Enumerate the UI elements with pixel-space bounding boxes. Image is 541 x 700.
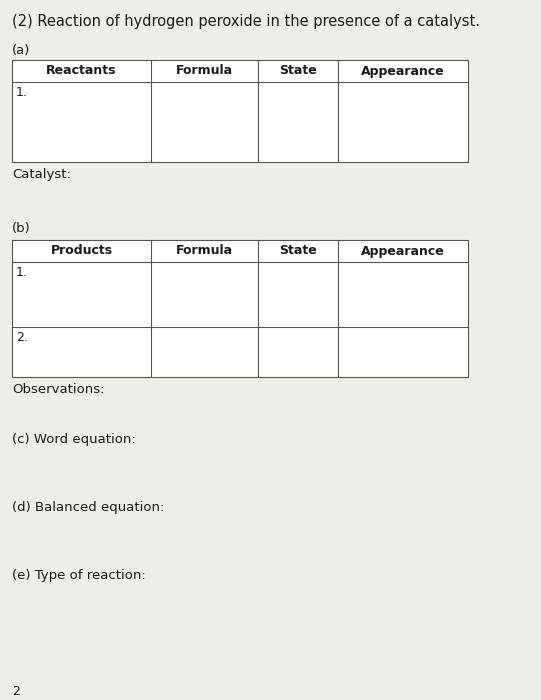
Text: (a): (a) (12, 44, 30, 57)
Bar (12, 60, 468, 162)
Text: 2: 2 (12, 685, 20, 698)
Text: (e) Type of reaction:: (e) Type of reaction: (12, 569, 146, 582)
Text: Observations:: Observations: (12, 383, 104, 396)
Text: 2.: 2. (16, 331, 28, 344)
Text: (2) Reaction of hydrogen peroxide in the presence of a catalyst.: (2) Reaction of hydrogen peroxide in the… (12, 14, 480, 29)
Text: Appearance: Appearance (361, 244, 445, 258)
Text: Products: Products (50, 244, 113, 258)
Bar (12, 240, 468, 377)
Text: Formula: Formula (176, 244, 233, 258)
Text: Catalyst:: Catalyst: (12, 168, 71, 181)
Text: 1.: 1. (16, 86, 28, 99)
Text: (b): (b) (12, 222, 31, 235)
Text: Formula: Formula (176, 64, 233, 78)
Text: State: State (279, 64, 317, 78)
Text: (d) Balanced equation:: (d) Balanced equation: (12, 501, 164, 514)
Text: 1.: 1. (16, 266, 28, 279)
Text: (c) Word equation:: (c) Word equation: (12, 433, 136, 446)
Text: State: State (279, 244, 317, 258)
Text: Reactants: Reactants (47, 64, 117, 78)
Text: Appearance: Appearance (361, 64, 445, 78)
